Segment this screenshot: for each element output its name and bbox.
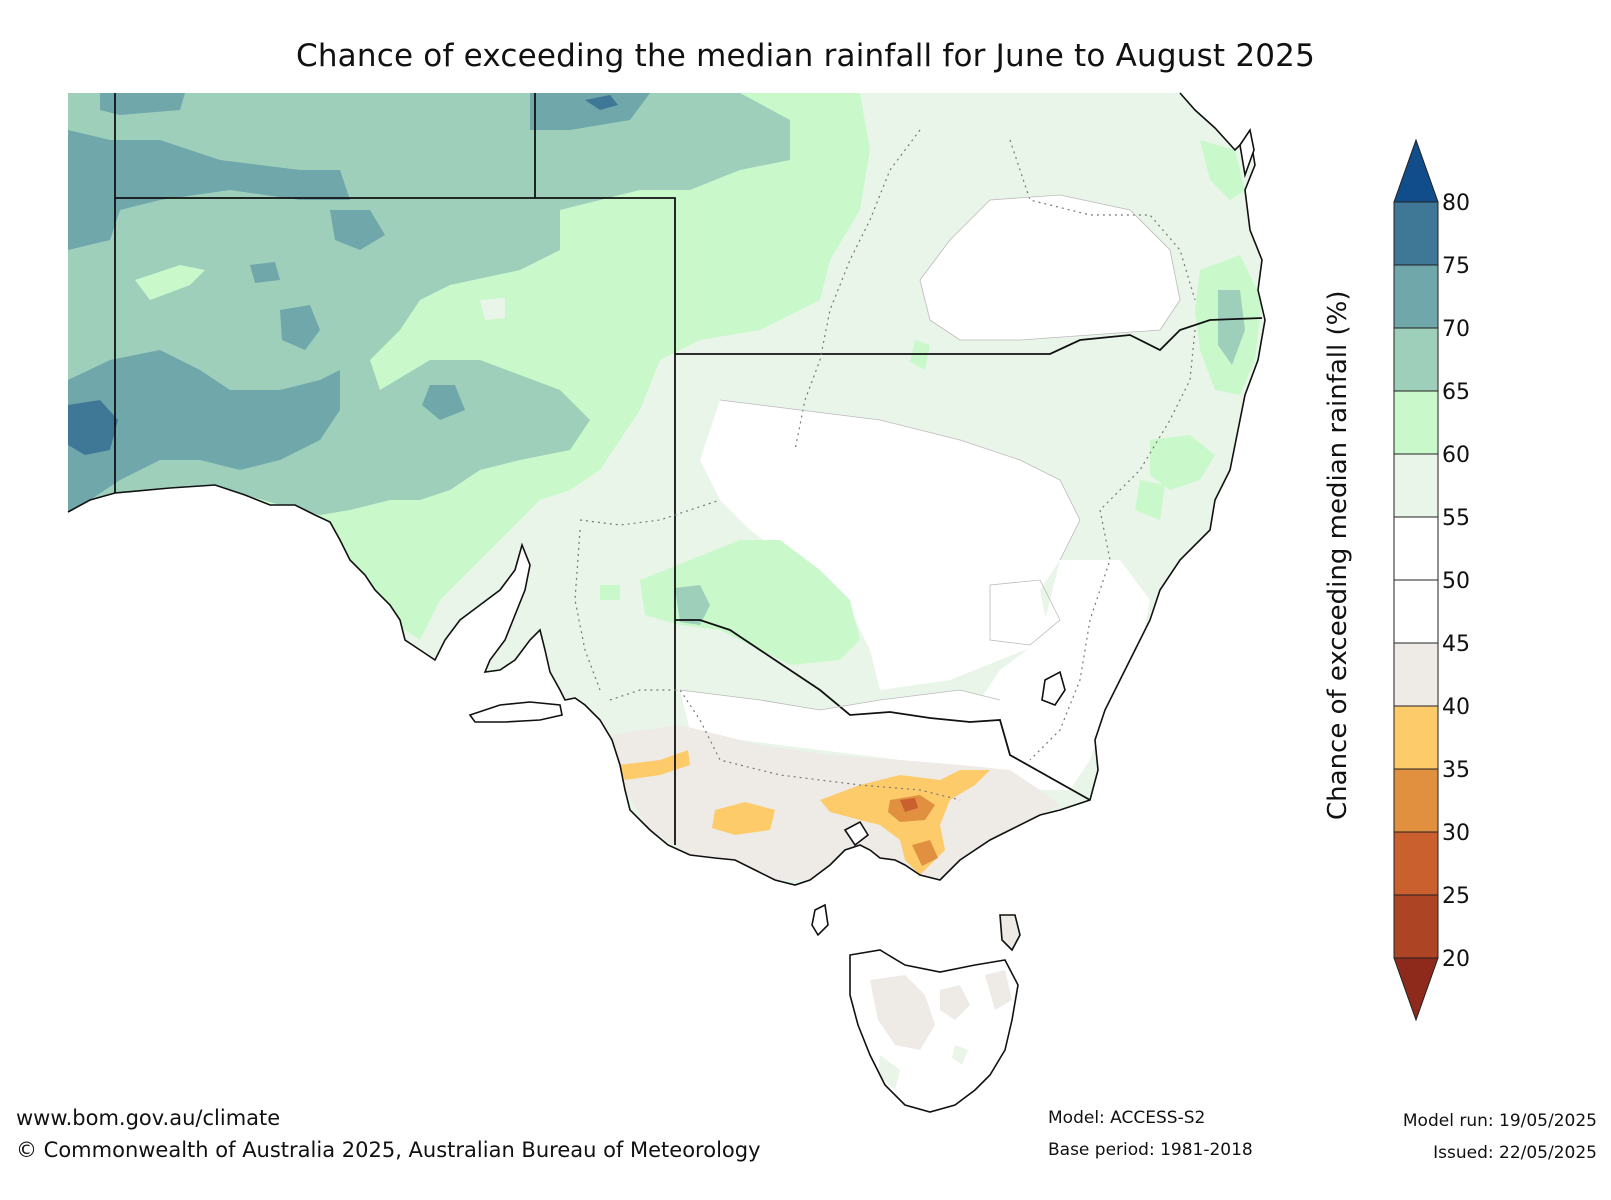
colorbar-band bbox=[1393, 894, 1439, 959]
colorbar-tick-label: 55 bbox=[1442, 506, 1470, 531]
colorbar-extend-top bbox=[1393, 138, 1439, 203]
colorbar-band bbox=[1393, 642, 1439, 707]
colorbar-label: Chance of exceeding median rainfall (%) bbox=[1323, 290, 1353, 821]
colorbar-band bbox=[1393, 201, 1439, 266]
district-lines bbox=[574, 129, 1196, 801]
colorbar-bands bbox=[1393, 138, 1439, 1022]
colorbar-tick-label: 65 bbox=[1442, 380, 1470, 405]
tasmania-shading bbox=[850, 950, 1018, 1112]
colorbar-band bbox=[1393, 264, 1439, 329]
colorbar-band bbox=[1393, 831, 1439, 896]
mainland-shading bbox=[68, 93, 1265, 885]
colorbar-tick-label: 70 bbox=[1442, 317, 1470, 342]
coastline bbox=[67, 92, 1266, 1113]
colorbar-band bbox=[1393, 579, 1439, 644]
map-title: Chance of exceeding the median rainfall … bbox=[295, 38, 1316, 74]
colorbar-extend-bottom bbox=[1393, 957, 1439, 1022]
colorbar-tick-label: 80 bbox=[1442, 191, 1470, 216]
colorbar-ticks: 20 25 30 35 40 45 50 55 60 65 70 75 80 bbox=[1442, 191, 1470, 972]
footer-model-run: Model run: 19/05/2025 bbox=[1402, 1111, 1597, 1131]
colorbar-band bbox=[1393, 327, 1439, 392]
colorbar-tick-label: 25 bbox=[1442, 884, 1470, 909]
colorbar-band bbox=[1393, 453, 1439, 518]
colorbar-band bbox=[1393, 768, 1439, 833]
footer-model: Model: ACCESS-S2 bbox=[1048, 1108, 1206, 1128]
colorbar-tick-label: 45 bbox=[1442, 632, 1470, 657]
contour-lines bbox=[679, 194, 1181, 711]
footer-website: www.bom.gov.au/climate bbox=[16, 1106, 281, 1130]
colorbar-tick-label: 20 bbox=[1442, 947, 1470, 972]
colorbar-tick-label: 30 bbox=[1442, 821, 1470, 846]
colorbar-tick-label: 50 bbox=[1442, 569, 1470, 594]
footer-issued: Issued: 22/05/2025 bbox=[1433, 1143, 1597, 1163]
state-borders bbox=[114, 93, 1263, 845]
colorbar-band bbox=[1393, 705, 1439, 770]
colorbar-tick-label: 35 bbox=[1442, 758, 1470, 783]
footer-base-period: Base period: 1981-2018 bbox=[1048, 1140, 1253, 1160]
colorbar-tick-label: 60 bbox=[1442, 443, 1470, 468]
colorbar-tick-label: 75 bbox=[1442, 254, 1470, 279]
footer-copyright: © Commonwealth of Australia 2025, Austra… bbox=[16, 1138, 761, 1162]
colorbar-band bbox=[1393, 390, 1439, 455]
colorbar: 20 25 30 35 40 45 50 55 60 65 70 75 80 bbox=[1393, 138, 1470, 1022]
colorbar-band bbox=[1393, 516, 1439, 581]
colorbar-tick-label: 40 bbox=[1442, 695, 1470, 720]
